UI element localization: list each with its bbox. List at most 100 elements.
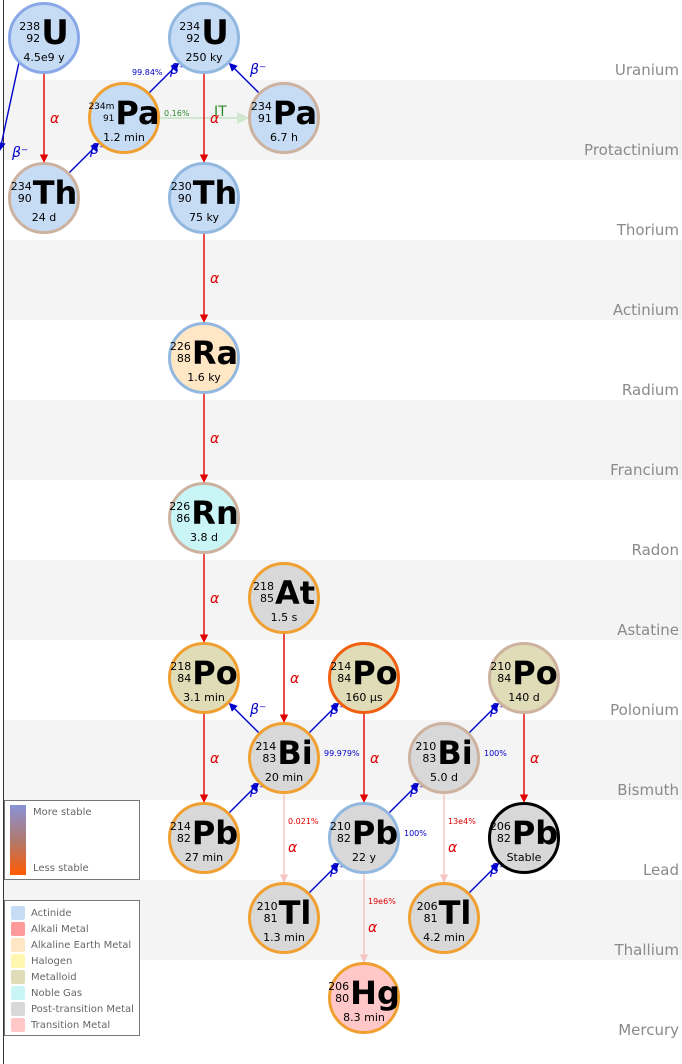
row-label-radium: Radium: [621, 381, 679, 399]
element-symbol: At: [274, 574, 316, 612]
nuclide-rn222: 226 86 Rn 3.8 d: [168, 482, 240, 554]
atomic-number: 91: [102, 114, 115, 124]
atomic-number: 90: [177, 192, 192, 205]
left-border: [3, 0, 4, 1064]
atomic-number: 84: [337, 672, 352, 685]
mass-number: 214: [169, 820, 191, 833]
decay-arrow-pa234m-u234: [148, 62, 180, 94]
legend-item-transition: Transition Metal: [11, 1018, 110, 1032]
element-symbol: Po: [512, 654, 558, 692]
row-band-bismuth: [4, 720, 682, 800]
legend-item-metalloid: Metalloid: [11, 970, 77, 984]
decay-label-bi210-tl206: α: [448, 840, 458, 856]
mass-number: 218: [170, 660, 192, 673]
legend-swatch: [11, 938, 25, 952]
nuclide-hg206: 206 80 Hg 8.3 min: [328, 962, 400, 1034]
mass-number: 234m: [88, 102, 115, 112]
category-legend: Actinide Alkali Metal Alkaline Earth Metal…: [4, 900, 140, 1036]
element-symbol: Ra: [191, 334, 239, 372]
half-life: 8.3 min: [343, 1011, 385, 1024]
atomic-number: 81: [423, 912, 438, 925]
atomic-number: 80: [335, 992, 350, 1005]
row-band-actinium: [4, 240, 682, 320]
atomic-number: 81: [263, 912, 278, 925]
decay-arrow-tl206-pb206: [468, 862, 500, 894]
legend-item-actinide: Actinide: [11, 906, 71, 920]
row-label-thorium: Thorium: [616, 221, 679, 239]
half-life: 20 min: [264, 771, 304, 784]
decay-arrow-pb214-bi214: [228, 782, 260, 814]
half-life: 1.5 s: [270, 611, 298, 624]
stability-less-label: Less stable: [33, 863, 89, 874]
element-symbol: Pb: [351, 814, 399, 852]
nuclide-po214: 214 84 Po 160 µs: [328, 642, 400, 714]
element-symbol: Po: [192, 654, 238, 692]
decay-label-pa234m-pa234: IT: [214, 104, 227, 120]
mass-number: 210: [415, 740, 437, 753]
nuclide-at218: 218 85 At 1.5 s: [248, 562, 320, 634]
element-symbol: Th: [192, 174, 238, 212]
element-symbol: Hg: [350, 974, 400, 1012]
half-life: 1.2 min: [103, 131, 145, 144]
half-life: 140 d: [508, 691, 540, 704]
half-life: 6.7 h: [270, 131, 298, 144]
nuclide-tl210: 210 81 Tl 1.3 min: [248, 882, 320, 954]
half-life: 3.1 min: [183, 691, 225, 704]
decay-label-u238-th234: α: [50, 111, 60, 127]
legend-swatch: [11, 1002, 25, 1016]
mass-number: 218: [252, 580, 274, 593]
legend-swatch: [11, 906, 25, 920]
mass-number: 230: [170, 180, 192, 193]
decay-label-pb210-hg206: α: [368, 920, 378, 936]
decay-label-bi214-tl210: α: [288, 840, 298, 856]
atomic-number: 82: [176, 832, 191, 845]
legend-item-noble_gas: Noble Gas: [11, 986, 82, 1000]
decay-label-u234-th230: α: [210, 111, 220, 127]
row-label-polonium: Polonium: [610, 701, 679, 719]
mass-number: 210: [256, 900, 278, 913]
row-label-francium: Francium: [610, 461, 679, 479]
mass-number: 214: [255, 740, 277, 753]
mass-number: 214: [330, 660, 352, 673]
decay-label-po210-pb206: α: [530, 751, 540, 767]
element-symbol: Pb: [191, 814, 239, 852]
branch-ratio-bi214-po214: 99.979%: [324, 749, 360, 758]
mass-number: 234: [250, 100, 272, 113]
element-symbol: U: [201, 13, 229, 53]
mass-number: 226: [169, 340, 191, 353]
nuclide-tl206: 206 81 Tl 4.2 min: [408, 882, 480, 954]
atomic-number: 92: [186, 32, 201, 45]
nuclide-u234: 234 92 U 250 ky: [168, 2, 240, 74]
decay-arrow-pa234-u234: [228, 62, 260, 94]
stability-legend: More stable Less stable: [4, 800, 140, 880]
mass-number: 234: [179, 20, 201, 33]
mass-number: 238: [19, 20, 41, 33]
row-label-actinium: Actinium: [612, 301, 679, 319]
mass-number: 226: [169, 500, 191, 513]
legend-swatch: [11, 970, 25, 984]
branch-ratio-pb210-hg206: 19e6%: [368, 897, 396, 906]
legend-label: Alkali Metal: [31, 923, 89, 935]
element-symbol: Pa: [272, 94, 318, 132]
half-life: 4.2 min: [423, 931, 465, 944]
stability-more-label: More stable: [33, 807, 92, 818]
decay-label-ra226-rn222: α: [210, 431, 220, 447]
half-life: 22 y: [351, 851, 376, 864]
atomic-number: 84: [497, 672, 512, 685]
branch-ratio-pb210-bi210: 100%: [404, 829, 427, 838]
nuclide-bi214: 214 83 Bi 20 min: [248, 722, 320, 794]
legend-label: Transition Metal: [31, 1019, 111, 1031]
nuclide-po210: 210 84 Po 140 d: [488, 642, 560, 714]
element-symbol: Pa: [115, 94, 160, 132]
nuclide-th230: 230 90 Th 75 ky: [168, 162, 240, 234]
branch-ratio-bi210-po210: 100%: [484, 749, 507, 758]
row-label-mercury: Mercury: [618, 1021, 679, 1039]
decay-label-u238-offscreen-left: β⁻: [11, 145, 28, 161]
decay-label-po214-pb210: α: [370, 751, 380, 767]
nuclide-bi210: 210 83 Bi 5.0 d: [408, 722, 480, 794]
row-label-uranium: Uranium: [614, 61, 679, 79]
row-label-bismuth: Bismuth: [617, 781, 679, 799]
decay-arrow-th234-pa234m: [68, 142, 100, 174]
